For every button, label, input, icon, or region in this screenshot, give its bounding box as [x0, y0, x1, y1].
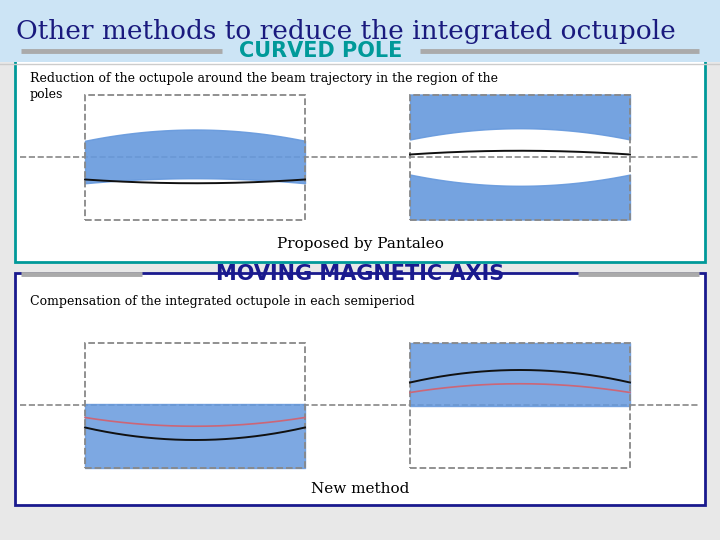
- Text: Reduction of the octupole around the beam trajectory in the region of the: Reduction of the octupole around the bea…: [30, 72, 498, 85]
- Text: Compensation of the integrated octupole in each semiperiod: Compensation of the integrated octupole …: [30, 295, 415, 308]
- Text: Other methods to reduce the integrated octupole: Other methods to reduce the integrated o…: [16, 18, 676, 44]
- Bar: [85, 94, 305, 219]
- Bar: [15, 50, 705, 262]
- Bar: [0, 0, 720, 62]
- Text: CURVED POLE: CURVED POLE: [239, 41, 402, 61]
- Text: poles: poles: [30, 88, 63, 101]
- Bar: [85, 342, 305, 468]
- Text: New method: New method: [311, 482, 409, 496]
- Text: MOVING MAGNETIC AXIS: MOVING MAGNETIC AXIS: [216, 264, 504, 284]
- Text: Proposed by Pantaleo: Proposed by Pantaleo: [276, 237, 444, 251]
- Bar: [410, 342, 630, 468]
- Bar: [410, 94, 630, 219]
- Bar: [15, 273, 705, 505]
